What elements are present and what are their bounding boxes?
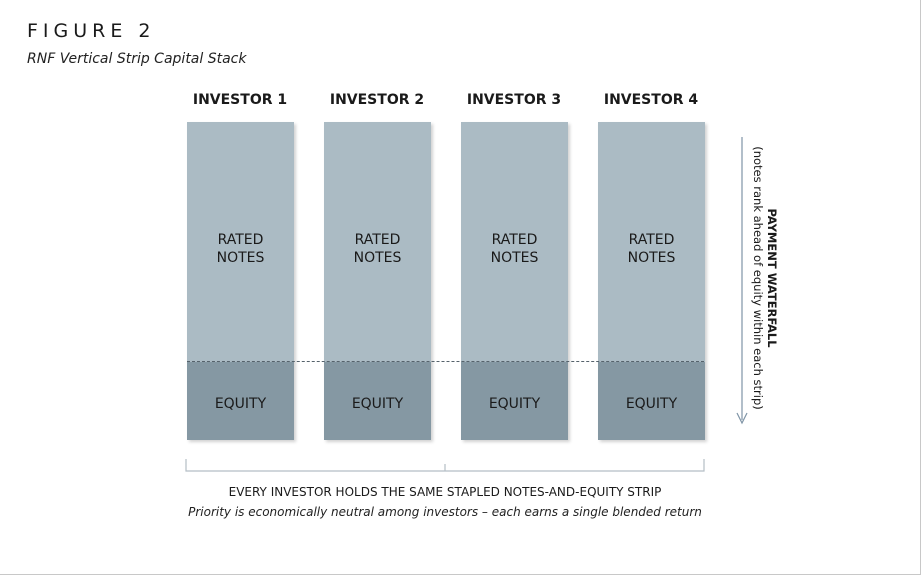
- rated-notes-label-line: RATED: [354, 232, 401, 248]
- equity-block: [324, 362, 431, 440]
- rated-notes-label-line: NOTES: [627, 250, 676, 266]
- figure-title: RNF Vertical Strip Capital Stack: [27, 51, 247, 67]
- rated-notes-label-line: NOTES: [490, 250, 539, 266]
- waterfall-arrow-icon: [736, 137, 748, 425]
- equity-label: EQUITY: [351, 396, 404, 412]
- rated-notes-label: RATED NOTES: [324, 231, 431, 267]
- footer-title: EVERY INVESTOR HOLDS THE SAME STAPLED NO…: [228, 485, 662, 499]
- equity-block: [461, 362, 568, 440]
- rated-notes-label-line: NOTES: [353, 250, 402, 266]
- equity-label: EQUITY: [625, 396, 678, 412]
- investor-2-strip: RATED NOTES EQUITY: [324, 122, 431, 440]
- equity-block: [598, 362, 705, 440]
- investor-group-bracket: [185, 459, 705, 472]
- equity-block: [187, 362, 294, 440]
- payment-waterfall-label: PAYMENT WATERFALL (notes rank ahead of e…: [751, 133, 779, 423]
- payment-waterfall-title: PAYMENT WATERFALL: [765, 208, 779, 348]
- payment-waterfall-subtitle: (notes rank ahead of equity within each …: [751, 146, 765, 410]
- rated-notes-block: [187, 122, 294, 362]
- rated-notes-block: [324, 122, 431, 362]
- investor-4-strip: RATED NOTES EQUITY: [598, 122, 705, 440]
- investor-1-strip: RATED NOTES EQUITY: [187, 122, 294, 440]
- investor-1-header: INVESTOR 1: [192, 92, 288, 108]
- equity-label: EQUITY: [488, 396, 541, 412]
- rated-notes-label: RATED NOTES: [461, 231, 568, 267]
- figure-label: FIGURE 2: [27, 20, 156, 42]
- seniority-divider-line: [187, 361, 704, 362]
- rated-notes-label: RATED NOTES: [598, 231, 705, 267]
- investor-3-header: INVESTOR 3: [466, 92, 562, 108]
- rated-notes-block: [461, 122, 568, 362]
- investor-2-header: INVESTOR 2: [329, 92, 425, 108]
- rated-notes-label-line: RATED: [217, 232, 264, 248]
- footer-subtitle: Priority is economically neutral among i…: [188, 505, 702, 519]
- rated-notes-label-line: RATED: [491, 232, 538, 248]
- rated-notes-label-line: NOTES: [216, 250, 265, 266]
- investor-3-strip: RATED NOTES EQUITY: [461, 122, 568, 440]
- rated-notes-label-line: RATED: [628, 232, 675, 248]
- equity-label: EQUITY: [214, 396, 267, 412]
- investor-4-header: INVESTOR 4: [603, 92, 699, 108]
- rated-notes-block: [598, 122, 705, 362]
- rated-notes-label: RATED NOTES: [187, 231, 294, 267]
